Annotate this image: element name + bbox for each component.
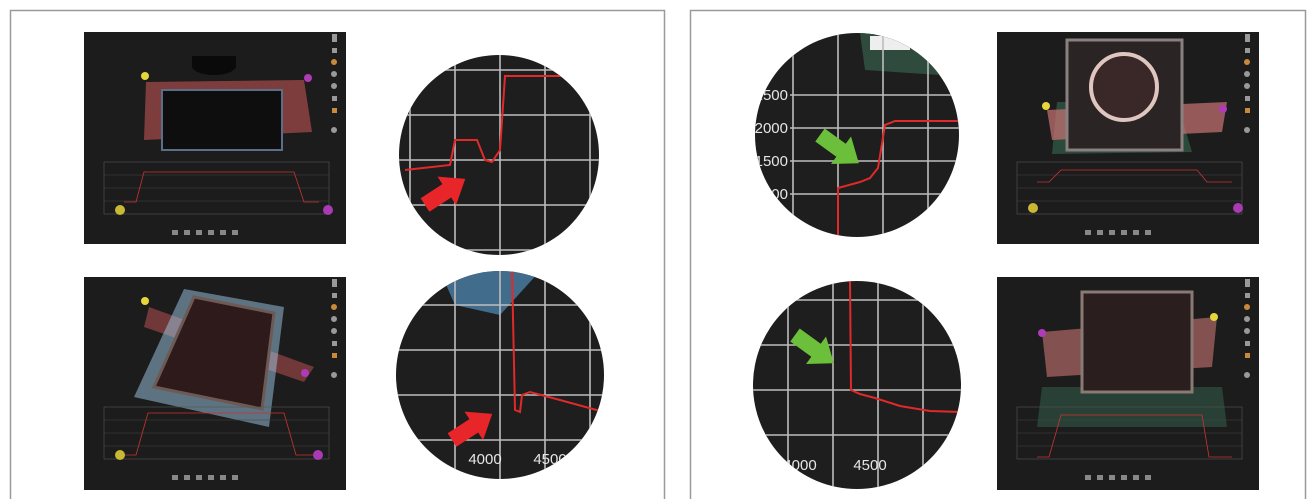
y-tick-label: 1500 (755, 153, 788, 170)
zoom-circle: 4000 4500 (396, 271, 604, 479)
y-tick-label: 2500 (755, 87, 788, 104)
screenshot (84, 32, 346, 244)
right-frame (689, 9, 1307, 499)
zoom-circle (399, 55, 599, 255)
x-tick-label: 4000 (783, 457, 816, 474)
screenshot (84, 277, 346, 490)
zoom-circle: 2500 2000 1500 000 (755, 33, 959, 237)
y-tick-label: 2000 (755, 120, 788, 137)
x-tick-label: 4500 (533, 451, 566, 468)
y-tick-label: 000 (763, 186, 788, 203)
screenshot (997, 32, 1259, 244)
screenshot (997, 277, 1259, 490)
x-tick-label: 4000 (468, 451, 501, 468)
left-frame (9, 9, 666, 499)
zoom-circle: 4000 4500 (753, 281, 961, 489)
x-tick-label: 4500 (853, 457, 886, 474)
